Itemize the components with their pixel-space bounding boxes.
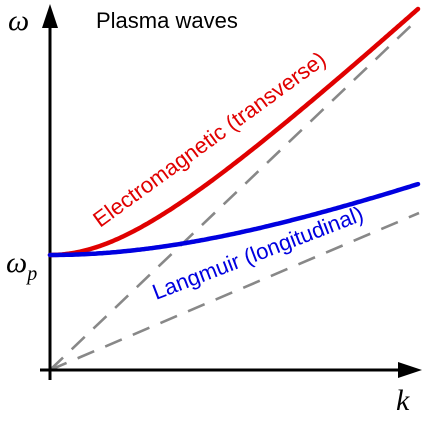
omega-p-main: ω [6,246,27,279]
electromagnetic-curve [47,6,421,258]
y-axis-label: ω [8,4,29,37]
reference-line-shallow [49,211,420,372]
x-axis-label: k [396,384,410,417]
omega-p-subscript: p [25,263,37,285]
diagram-title: Plasma waves [96,8,238,33]
y-axis-arrow-icon [42,4,58,28]
langmuir-label: Langmuir (longitudinal) [149,201,367,305]
langmuir-curve [47,181,421,258]
x-axis-arrow-icon [398,362,422,378]
electromagnetic-label: Electromagnetic (transverse) [88,47,330,233]
reference-line-steep [49,17,420,371]
omega-p-label: ωp [6,246,37,285]
